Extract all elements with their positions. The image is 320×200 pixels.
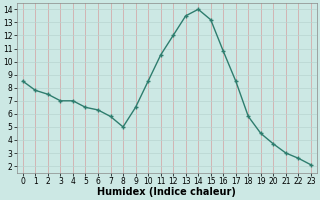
- X-axis label: Humidex (Indice chaleur): Humidex (Indice chaleur): [98, 187, 236, 197]
